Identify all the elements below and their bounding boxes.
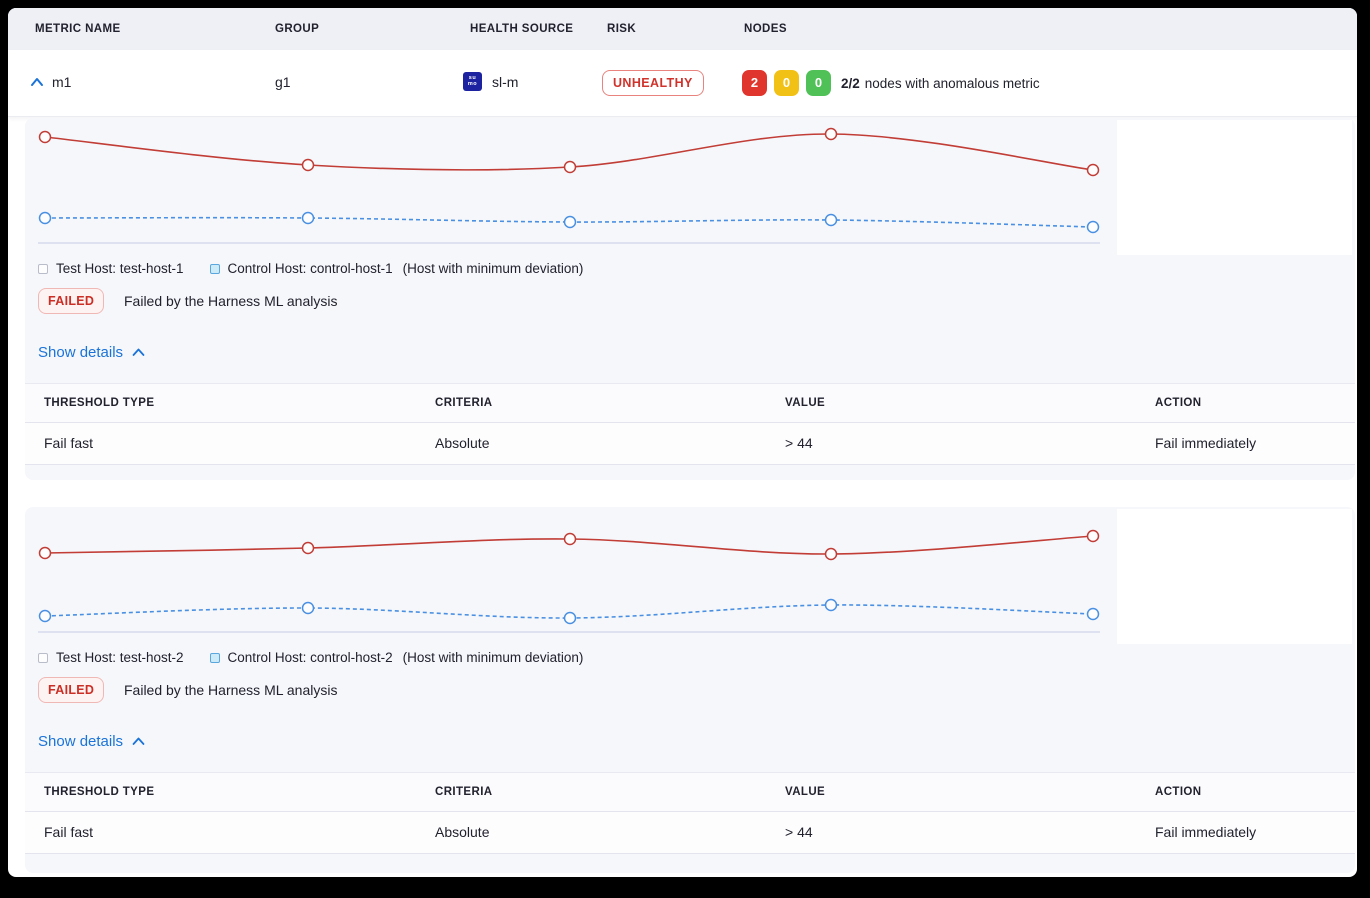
col-action: ACTION (1155, 397, 1202, 409)
sumo-icon-text-bottom: mo (467, 81, 478, 87)
metric-timeseries-chart-host-2 (38, 529, 1100, 633)
cell-value: > 44 (785, 435, 813, 451)
data-point-marker (563, 611, 577, 625)
data-point-marker (1086, 163, 1100, 177)
cell-threshold-type: Fail fast (44, 435, 94, 451)
host-analysis-panel-1: Test Host: test-host-1 Control Host: con… (25, 118, 1355, 480)
table-header-row: METRIC NAME GROUP HEALTH SOURCE RISK NOD… (8, 8, 1357, 51)
test-host-legend-checkbox[interactable] (38, 652, 48, 663)
threshold-details-table: THRESHOLD TYPE CRITERIA VALUE ACTION Fai… (25, 772, 1355, 854)
control-host-legend-label: Control Host: control-host-2 (227, 650, 393, 665)
threshold-table-header: THRESHOLD TYPE CRITERIA VALUE ACTION (25, 383, 1355, 423)
sumo-icon-text-top: su (468, 75, 477, 81)
data-point-marker (38, 546, 52, 560)
cell-action: Fail immediately (1155, 435, 1257, 451)
chart-legend: Test Host: test-host-1 Control Host: con… (38, 261, 583, 276)
show-details-label: Show details (38, 733, 124, 750)
cell-criteria: Absolute (435, 824, 490, 840)
chevron-up-icon (132, 737, 145, 745)
metric-group: g1 (275, 74, 291, 90)
data-point-marker (301, 541, 315, 555)
metric-row: m1 g1 su mo sl-m UNHEALTHY 2 0 0 2/2 node… (8, 50, 1357, 117)
cell-value: > 44 (785, 824, 813, 840)
control-host-legend-label: Control Host: control-host-1 (227, 261, 393, 276)
data-point-marker (38, 130, 52, 144)
data-point-marker (563, 215, 577, 229)
threshold-table-row: Fail fast Absolute > 44 Fail immediately (25, 812, 1355, 854)
cell-threshold-type: Fail fast (44, 824, 94, 840)
control-host-legend-checkbox[interactable] (209, 263, 220, 274)
anomalous-nodes-count-chip: 2 (742, 70, 767, 96)
data-point-marker (563, 532, 577, 546)
failed-status-message: Failed by the Harness ML analysis (124, 682, 338, 698)
chart-side-panel (1117, 120, 1352, 255)
failed-status-message: Failed by the Harness ML analysis (124, 293, 338, 309)
failed-status-badge: FAILED (38, 288, 105, 314)
nodes-summary-text: nodes with anomalous metric (864, 76, 1040, 91)
col-threshold-type: THRESHOLD TYPE (44, 786, 155, 798)
data-point-marker (824, 598, 838, 612)
host-analysis-panel-2: Test Host: test-host-2 Control Host: con… (25, 507, 1355, 873)
col-value: VALUE (785, 786, 826, 798)
test-host-legend-label: Test Host: test-host-2 (56, 650, 184, 665)
nodes-summary: 2/2 nodes with anomalous metric (841, 76, 1040, 91)
data-point-marker (563, 160, 577, 174)
data-point-marker (1086, 529, 1100, 543)
sumo-logic-icon: su mo (463, 72, 482, 91)
column-header-metric-name: METRIC NAME (35, 23, 121, 35)
failed-status-badge: FAILED (38, 677, 105, 703)
data-point-marker (301, 211, 315, 225)
nodes-summary-ratio: 2/2 (841, 76, 860, 91)
col-value: VALUE (785, 397, 826, 409)
threshold-table-header: THRESHOLD TYPE CRITERIA VALUE ACTION (25, 772, 1355, 812)
column-header-health-source: HEALTH SOURCE (470, 23, 574, 35)
test-host-legend-checkbox[interactable] (38, 263, 48, 274)
show-details-link[interactable]: Show details (38, 733, 145, 750)
legend-note: (Host with minimum deviation) (402, 261, 584, 276)
cell-criteria: Absolute (435, 435, 490, 451)
show-details-link[interactable]: Show details (38, 344, 145, 361)
data-point-marker (1086, 607, 1100, 621)
data-point-marker (301, 601, 315, 615)
control-host-legend-checkbox[interactable] (209, 652, 220, 663)
column-header-nodes: NODES (744, 23, 787, 35)
col-criteria: CRITERIA (435, 397, 493, 409)
threshold-details-table: THRESHOLD TYPE CRITERIA VALUE ACTION Fai… (25, 383, 1355, 465)
show-details-label: Show details (38, 344, 124, 361)
data-point-marker (301, 158, 315, 172)
data-point-marker (824, 127, 838, 141)
column-header-risk: RISK (607, 23, 637, 35)
healthy-nodes-count-chip: 0 (806, 70, 831, 96)
metrics-analysis-card: METRIC NAME GROUP HEALTH SOURCE RISK NOD… (8, 8, 1357, 877)
chart-legend: Test Host: test-host-2 Control Host: con… (38, 650, 583, 665)
data-point-marker (38, 609, 52, 623)
test-host-legend-label: Test Host: test-host-1 (56, 261, 184, 276)
data-point-marker (824, 213, 838, 227)
cell-action: Fail immediately (1155, 824, 1257, 840)
column-header-group: GROUP (275, 23, 320, 35)
data-point-marker (38, 211, 52, 225)
data-point-marker (1086, 220, 1100, 234)
warning-nodes-count-chip: 0 (774, 70, 799, 96)
collapse-row-chevron-up-icon[interactable] (30, 77, 44, 87)
metric-timeseries-chart-host-1 (38, 127, 1100, 244)
col-threshold-type: THRESHOLD TYPE (44, 397, 155, 409)
threshold-table-row: Fail fast Absolute > 44 Fail immediately (25, 423, 1355, 465)
col-action: ACTION (1155, 786, 1202, 798)
legend-note: (Host with minimum deviation) (402, 650, 584, 665)
metric-name: m1 (52, 74, 72, 90)
risk-status-badge: UNHEALTHY (602, 70, 704, 96)
col-criteria: CRITERIA (435, 786, 493, 798)
chevron-up-icon (132, 348, 145, 356)
data-point-marker (824, 547, 838, 561)
health-source-label: sl-m (492, 74, 519, 90)
chart-side-panel (1117, 509, 1352, 644)
